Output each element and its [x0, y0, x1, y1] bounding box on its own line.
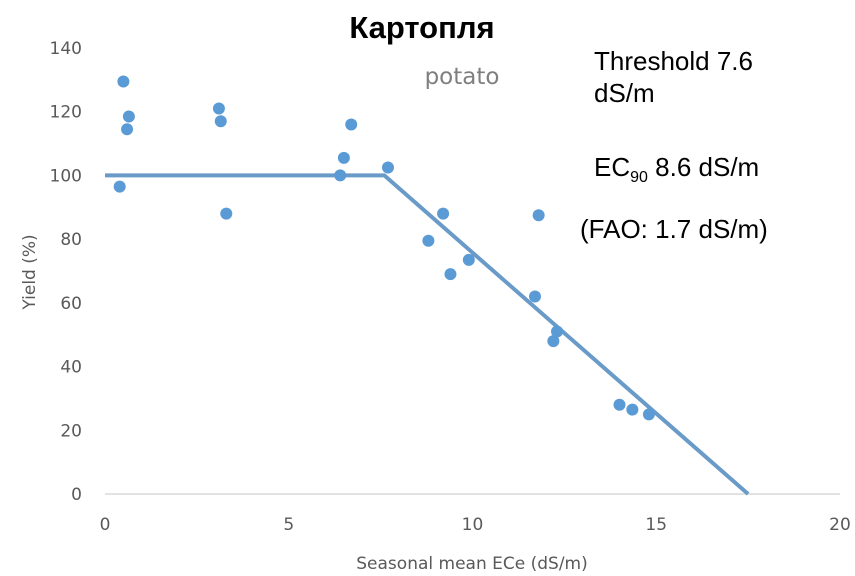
data-points [113, 75, 655, 421]
y-tick-label: 20 [60, 421, 82, 441]
data-point [220, 207, 233, 220]
y-tick-label: 60 [60, 294, 82, 314]
threshold-annotation: Threshold 7.6 dS/m [594, 45, 753, 109]
data-point [345, 118, 358, 131]
data-point [444, 268, 457, 281]
data-point [528, 290, 541, 303]
threshold-line-1: Threshold 7.6 [594, 46, 753, 76]
x-tick-label: 0 [100, 515, 111, 535]
fao-text: (FAO: 1.7 dS/m) [580, 214, 768, 244]
y-tick-labels: 0 20 40 60 80 100 120 140 [50, 39, 82, 505]
fit-line [105, 173, 750, 496]
data-point [626, 403, 639, 416]
data-point [532, 209, 545, 222]
y-tick-label: 40 [60, 358, 82, 378]
data-point [422, 234, 435, 247]
y-tick-label: 0 [71, 485, 82, 505]
data-point [551, 325, 564, 338]
data-point [121, 123, 134, 136]
data-point [642, 408, 655, 421]
ec90-prefix: EC [594, 152, 631, 182]
ec90-annotation: EC90 8.6 dS/m [594, 151, 759, 194]
x-tick-labels: 0 5 10 15 20 [100, 515, 851, 535]
fao-annotation: (FAO: 1.7 dS/m) [580, 213, 768, 245]
x-axis-title: Seasonal mean ECe (dS/m) [356, 554, 587, 574]
data-point [337, 151, 350, 164]
y-tick-label: 80 [60, 230, 82, 250]
ec90-subscript: 90 [630, 169, 648, 186]
x-tick-label: 20 [829, 515, 851, 535]
data-point [113, 180, 126, 193]
ec90-value: 8.6 dS/m [647, 152, 760, 182]
y-axis-title: Yield (%) [20, 234, 40, 310]
data-point [437, 207, 450, 220]
y-tick-label: 120 [50, 103, 82, 123]
y-tick-label: 140 [50, 39, 82, 59]
data-point [547, 335, 560, 348]
chart-subtitle: potato [425, 64, 500, 90]
threshold-line-2: dS/m [594, 78, 655, 108]
data-point [613, 398, 626, 411]
x-tick-label: 5 [283, 515, 294, 535]
x-tick-label: 10 [462, 515, 484, 535]
data-point [381, 161, 394, 174]
x-tick-label: 15 [645, 515, 667, 535]
data-point [214, 115, 227, 128]
y-tick-label: 100 [50, 166, 82, 186]
data-point [334, 169, 347, 182]
data-point [117, 75, 130, 88]
data-point [122, 110, 135, 123]
data-point [212, 102, 225, 115]
data-point [462, 253, 475, 266]
chart-title: Картопля [349, 10, 494, 45]
